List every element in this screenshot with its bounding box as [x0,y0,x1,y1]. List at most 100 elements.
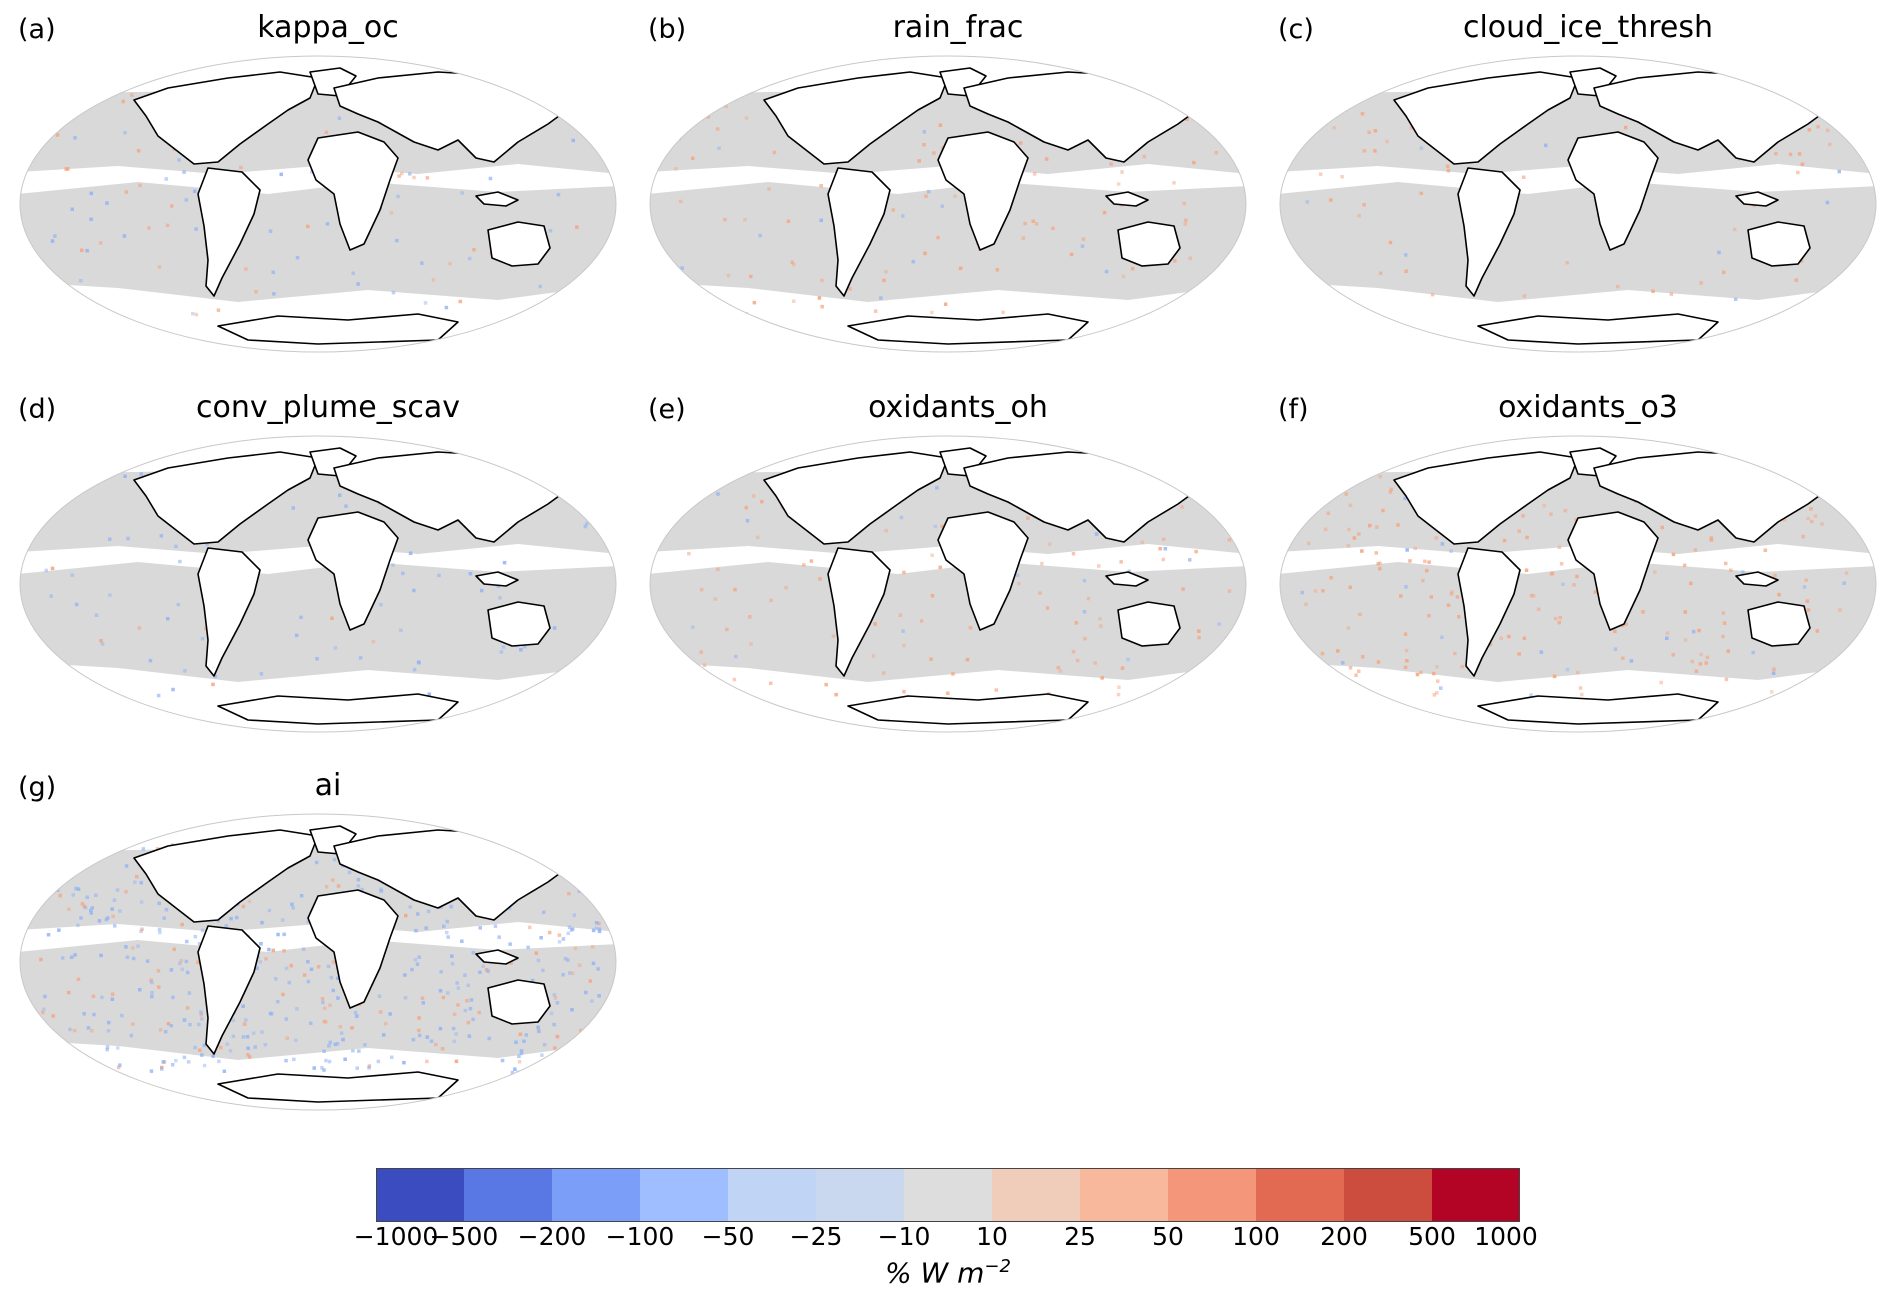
negative-anomaly-cell [306,919,310,924]
negative-anomaly-cell [324,1058,328,1063]
positive-anomaly-cell [1620,623,1625,628]
positive-anomaly-cell [1374,551,1378,555]
negative-anomaly-cell [225,1042,229,1046]
positive-anomaly-cell [1304,654,1308,658]
positive-anomaly-cell [247,899,252,904]
negative-anomaly-cell [306,979,311,984]
negative-anomaly-cell [299,894,304,898]
positive-anomaly-cell [1683,638,1688,642]
positive-anomaly-cell [336,884,341,888]
negative-anomaly-cell [584,990,588,995]
negative-anomaly-cell [327,1044,331,1048]
negative-anomaly-cell [455,981,459,985]
positive-anomaly-cell [1340,175,1344,179]
positive-anomaly-cell [1529,593,1534,598]
positive-anomaly-cell [1782,517,1787,522]
positive-anomaly-cell [1352,536,1357,540]
negative-anomaly-cell [263,1043,268,1047]
negative-anomaly-cell [49,119,53,123]
positive-anomaly-cell [1182,201,1186,206]
negative-anomaly-cell [745,519,750,523]
negative-anomaly-cell [44,568,48,573]
positive-anomaly-cell [723,217,727,222]
positive-anomaly-cell [320,997,325,1001]
positive-anomaly-cell [1550,571,1555,576]
negative-anomaly-cell [1094,532,1099,536]
colorbar-tick-label: 200 [1320,1222,1368,1251]
positive-anomaly-cell [98,241,103,245]
negative-anomaly-cell [61,956,65,960]
negative-anomaly-cell [585,521,589,526]
positive-anomaly-cell [170,204,174,208]
negative-anomaly-cell [259,672,264,676]
negative-anomaly-cell [526,945,530,950]
negative-anomaly-cell [437,573,441,578]
positive-anomaly-cell [1075,658,1080,663]
coastline-antarctica [217,1071,459,1103]
mollweide-map [649,435,1247,733]
positive-anomaly-cell [50,566,55,571]
negative-anomaly-cell [105,1045,110,1049]
positive-anomaly-cell [1329,198,1333,202]
positive-anomaly-cell [389,211,394,215]
positive-anomaly-cell [760,499,764,504]
positive-anomaly-cell [1185,117,1189,121]
positive-anomaly-cell [1086,596,1091,601]
negative-anomaly-cell [421,1001,425,1005]
negative-anomaly-cell [408,172,412,176]
colorbar-svg [376,1168,1521,1222]
negative-anomaly-cell [379,602,383,607]
positive-anomaly-cell [1017,581,1021,586]
coastline-australia [487,601,551,647]
negative-anomaly-cell [60,288,64,292]
positive-anomaly-cell [1430,292,1435,297]
positive-anomaly-cell [67,990,71,995]
negative-anomaly-cell [536,1025,540,1030]
positive-anomaly-cell [940,524,944,528]
positive-anomaly-cell [587,90,592,94]
negative-anomaly-cell [97,919,102,923]
positive-anomaly-cell [185,1006,190,1010]
cloud-region-band [650,562,1246,682]
negative-anomaly-cell [596,1062,601,1067]
negative-anomaly-cell [552,626,557,630]
negative-anomaly-cell [1691,629,1696,634]
negative-anomaly-cell [270,1012,274,1016]
positive-anomaly-cell [696,470,700,474]
positive-anomaly-cell [472,248,476,252]
positive-anomaly-cell [672,673,676,677]
negative-anomaly-cell [1440,542,1445,546]
positive-anomaly-cell [929,657,933,661]
positive-anomaly-cell [1071,649,1076,654]
negative-anomaly-cell [463,973,467,977]
positive-anomaly-cell [1809,507,1813,511]
negative-anomaly-cell [341,1037,345,1042]
positive-anomaly-cell [82,904,87,909]
negative-anomaly-cell [597,927,602,931]
negative-anomaly-cell [150,994,154,999]
positive-anomaly-cell [707,299,712,303]
positive-anomaly-cell [951,672,955,676]
positive-anomaly-cell [930,553,934,557]
positive-anomaly-cell [1413,546,1417,551]
negative-anomaly-cell [108,593,112,597]
positive-anomaly-cell [1218,659,1223,663]
coastline-north-america [763,451,949,545]
positive-anomaly-cell [772,150,777,155]
negative-anomaly-cell [1404,585,1408,589]
negative-anomaly-cell [73,136,77,140]
negative-anomaly-cell [42,1070,46,1074]
negative-anomaly-cell [416,912,420,916]
positive-anomaly-cell [1773,573,1777,578]
positive-anomaly-cell [1388,490,1393,494]
positive-anomaly-cell [958,266,963,271]
negative-anomaly-cell [149,1069,154,1073]
positive-anomaly-cell [412,175,416,180]
cloud-region-band [20,940,616,1060]
negative-anomaly-cell [514,842,519,846]
negative-anomaly-cell [412,667,417,672]
negative-anomaly-cell [519,1049,524,1053]
positive-anomaly-cell [1576,670,1580,675]
positive-anomaly-cell [140,927,144,931]
negative-anomaly-cell [161,1060,165,1064]
